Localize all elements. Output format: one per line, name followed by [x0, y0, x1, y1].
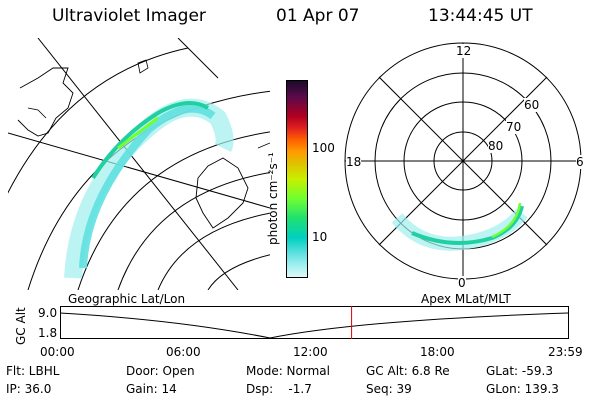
- instrument-title: Ultraviolet Imager: [52, 6, 206, 26]
- glon-status: GLon: 139.3: [486, 382, 559, 396]
- time-tick-0000: 00:00: [40, 345, 75, 359]
- mode-status: Mode: Normal: [246, 364, 330, 378]
- mlt-label-18: 18: [346, 155, 362, 169]
- altitude-timeline: [60, 306, 569, 339]
- date-label: 01 Apr 07: [276, 6, 360, 26]
- colorbar-tick-10: 10: [312, 230, 328, 244]
- colorbar: [286, 80, 308, 278]
- mlt-label-0: 0: [458, 276, 466, 290]
- door-status: Door: Open: [126, 364, 195, 378]
- apex-caption: Apex MLat/MLT: [421, 292, 511, 306]
- aurora-band-left: [64, 98, 234, 279]
- gc-alt-status: GC Alt: 6.8 Re: [366, 364, 450, 378]
- polar-plot: [344, 42, 582, 280]
- geographic-caption: Geographic Lat/Lon: [68, 292, 186, 306]
- aurora-band-polar: [391, 202, 528, 251]
- colorbar-label: photon cm⁻²s⁻¹: [266, 152, 280, 245]
- colorbar-tick-100: 100: [312, 141, 335, 155]
- filter-status: Flt: LBHL: [6, 364, 60, 378]
- time-tick-1800: 18:00: [420, 345, 455, 359]
- lat-label-80: 80: [488, 139, 504, 153]
- lat-label-70: 70: [506, 120, 522, 134]
- lat-label-60: 60: [524, 98, 540, 112]
- altitude-curve: [60, 312, 569, 339]
- alt-max-label: 9.0: [38, 306, 58, 320]
- mlt-label-6: 6: [576, 155, 584, 169]
- time-tick-2359: 23:59: [548, 345, 583, 359]
- ip-status: IP: 36.0: [6, 382, 52, 396]
- glat-status: GLat: -59.3: [486, 364, 553, 378]
- seq-status: Seq: 39: [366, 382, 412, 396]
- geographic-map: [8, 38, 270, 290]
- mlt-label-12: 12: [456, 44, 472, 58]
- time-tick-1200: 12:00: [293, 345, 328, 359]
- time-label: 13:44:45 UT: [428, 6, 533, 26]
- alt-min-label: 1.8: [38, 326, 58, 340]
- gc-alt-axis-label: GC Alt: [14, 307, 28, 345]
- dsp-status: Dsp: -1.7: [246, 382, 312, 396]
- time-tick-0600: 06:00: [166, 345, 201, 359]
- gain-status: Gain: 14: [126, 382, 177, 396]
